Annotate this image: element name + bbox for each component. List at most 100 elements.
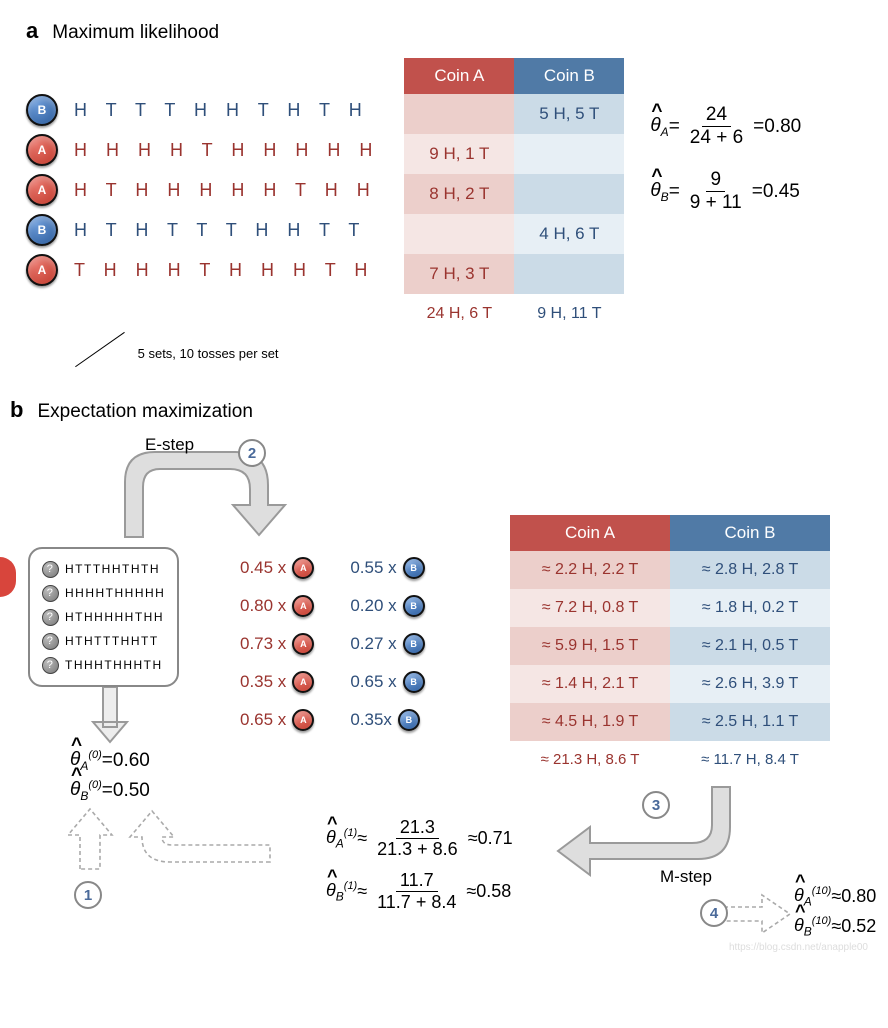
- frac-den: 11.7 + 8.4: [373, 892, 460, 913]
- toss-seq: HTTTHHTHTH: [65, 562, 160, 576]
- toss-seq: HTHTTTHHTT: [65, 634, 159, 648]
- cell-b: 4 H, 6 T: [514, 214, 624, 254]
- weight-a: 0.65 x: [240, 710, 286, 730]
- unknown-coin-icon: ?: [42, 585, 59, 602]
- cell-a: ≈ 1.4 H, 2.1 T: [510, 665, 670, 703]
- frac-den: 9 + 11: [686, 192, 746, 214]
- cell-a: [404, 214, 514, 254]
- coin-b-icon: B: [26, 94, 58, 126]
- sup: (1): [344, 880, 357, 892]
- coin-b-icon: B: [403, 633, 425, 655]
- sup: (0): [88, 749, 101, 761]
- caption: 5 sets, 10 tosses per set: [66, 346, 878, 361]
- coin-a-icon: A: [292, 633, 314, 655]
- down-arrow: [93, 687, 127, 742]
- step-2-circle: 2: [238, 439, 266, 467]
- table-header: Coin A: [404, 58, 514, 94]
- ml-estimates: θA= 2424 + 6 =0.80 θB= 99 + 11 =0.45: [650, 58, 801, 234]
- frac-num: 24: [702, 104, 731, 127]
- init-b: 0.50: [113, 780, 150, 802]
- total-a: 24 H, 6 T: [404, 294, 514, 334]
- coin-a-icon: A: [292, 671, 314, 693]
- sup: (10): [812, 915, 832, 927]
- tosses-box: ? HTTTHHTHTH? HHHHTHHHHH? HTHHHHHTHH? HTHTTT…: [28, 547, 179, 687]
- final-a: 0.80: [841, 886, 876, 907]
- weight-b: 0.65 x: [350, 672, 396, 692]
- unknown-coin-icon: ?: [42, 633, 59, 650]
- cell-b: ≈ 2.1 H, 0.5 T: [670, 627, 830, 665]
- frac-den: 21.3 + 8.6: [373, 839, 462, 860]
- toss-seq: HHHHTHHHHH: [65, 586, 165, 600]
- sup: (10): [812, 885, 832, 897]
- initial-theta: θA(0)= 0.60 θB(0)= 0.50: [70, 749, 150, 823]
- panel-b: b Expectation maximization E-step M-step…: [10, 397, 878, 957]
- est-val: 0.45: [763, 181, 800, 203]
- frac-num: 9: [706, 169, 725, 192]
- weight-a: 0.35 x: [240, 672, 286, 692]
- weight-a: 0.80 x: [240, 596, 286, 616]
- unknown-coin-icon: ?: [42, 609, 59, 626]
- caption-line: [75, 332, 125, 367]
- cell-a: [404, 94, 514, 134]
- step-4-circle: 4: [700, 899, 728, 927]
- toss-sequence: H T H H H H H T H H: [74, 180, 376, 201]
- table-header: Coin B: [670, 515, 830, 551]
- frac-den: 24 + 6: [686, 127, 747, 149]
- expected-counts-table: Coin ACoin B≈ 2.2 H, 2.2 T≈ 2.8 H, 2.8 T…: [510, 515, 830, 779]
- cell-a: ≈ 4.5 H, 1.9 T: [510, 703, 670, 741]
- sup: (1): [344, 827, 357, 839]
- weight-b: 0.27 x: [350, 634, 396, 654]
- toss-sequence: H T T T H H T H T H: [74, 100, 368, 121]
- coin-b-icon: B: [403, 557, 425, 579]
- est-val: 0.80: [764, 116, 801, 138]
- cell-a: ≈ 2.2 H, 2.2 T: [510, 551, 670, 589]
- cell-b: 5 H, 5 T: [514, 94, 624, 134]
- mstep-val: 0.58: [476, 881, 511, 902]
- coin-a-icon: A: [26, 134, 58, 166]
- mstep-equations: θA(1)≈ 21.321.3 + 8.6 ≈ 0.71 θB(1)≈ 11.7…: [326, 817, 513, 923]
- toss-sequence: T H H H T H H H T H: [74, 260, 373, 281]
- step-3-circle: 3: [642, 791, 670, 819]
- cell-a: ≈ 7.2 H, 0.8 T: [510, 589, 670, 627]
- toss-sequences: B H T T T H H T H T H A H H H H T H H H H H…: [26, 58, 378, 290]
- coin-b-icon: B: [403, 595, 425, 617]
- coin-b-icon: B: [403, 671, 425, 693]
- coin-b-icon: B: [26, 214, 58, 246]
- total-b: 9 H, 11 T: [514, 294, 624, 334]
- cell-a: ≈ 5.9 H, 1.5 T: [510, 627, 670, 665]
- counts-table-a: Coin ACoin B5 H, 5 T9 H, 1 T8 H, 2 T4 H,…: [404, 58, 624, 334]
- coin-a-icon: A: [26, 254, 58, 286]
- cell-b: [514, 174, 624, 214]
- toss-seq: HTHHHHHTHH: [65, 610, 164, 624]
- cell-b: [514, 134, 624, 174]
- total-a: ≈ 21.3 H, 8.6 T: [510, 741, 670, 779]
- coin-a-icon: A: [26, 174, 58, 206]
- watermark: https://blog.csdn.net/anapple00: [729, 942, 868, 953]
- unknown-coin-icon: ?: [42, 657, 59, 674]
- weight-b: 0.55 x: [350, 558, 396, 578]
- panel-a-title: Maximum likelihood: [52, 22, 219, 44]
- estep-arrow: [125, 452, 285, 537]
- weight-b: 0.20 x: [350, 596, 396, 616]
- toss-sequence: H T H T T T H H T T: [74, 220, 365, 241]
- dashed-back-arrow: [130, 811, 270, 862]
- caption-text: 5 sets, 10 tosses per set: [138, 346, 279, 361]
- final-b: 0.52: [841, 916, 876, 937]
- sup: (0): [88, 779, 101, 791]
- mstep-val: 0.71: [478, 828, 513, 849]
- cell-b: ≈ 2.8 H, 2.8 T: [670, 551, 830, 589]
- coin-b-icon: B: [398, 709, 420, 731]
- cell-b: ≈ 2.6 H, 3.9 T: [670, 665, 830, 703]
- cell-b: [514, 254, 624, 294]
- panel-a-label: a: [26, 18, 38, 44]
- weight-b: 0.35x: [350, 710, 392, 730]
- cell-b: ≈ 1.8 H, 0.2 T: [670, 589, 830, 627]
- cell-a: 8 H, 2 T: [404, 174, 514, 214]
- coin-a-icon: A: [292, 709, 314, 731]
- weights-columns: 0.45 xA0.55 xB0.80 xA0.20 xB0.73 xA0.27 …: [240, 549, 425, 739]
- init-a: 0.60: [113, 750, 150, 772]
- cell-b: ≈ 2.5 H, 1.1 T: [670, 703, 830, 741]
- toss-seq: THHHTHHHTH: [65, 658, 163, 672]
- coin-a-icon: A: [292, 595, 314, 617]
- toss-sequence: H H H H T H H H H H: [74, 140, 378, 161]
